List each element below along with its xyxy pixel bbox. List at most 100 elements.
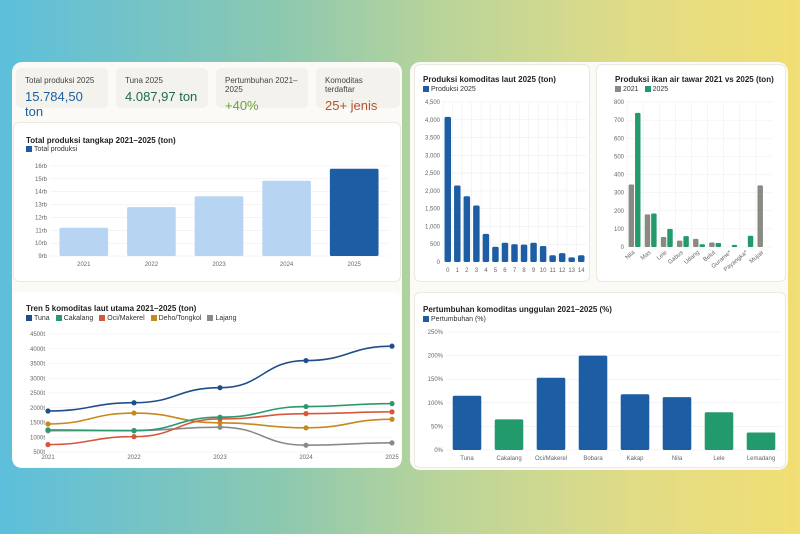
y-tick-label: 3,000 <box>425 153 441 159</box>
y-tick-label: 1000t <box>30 435 45 441</box>
y-tick-label: 12rb <box>35 215 48 221</box>
kpi-total: Total produksi 2025 15.784,50 ton <box>16 68 108 119</box>
y-tick-label: 2000t <box>30 406 45 412</box>
kpi-value: 25+ jenis <box>325 98 378 113</box>
legend: Total produksi <box>26 146 77 153</box>
y-tick-label: 2,500 <box>425 171 441 177</box>
y-tick-label: 4,500 <box>425 100 441 106</box>
kpi-value: 4.087,97 ton <box>125 89 198 104</box>
trend-card <box>13 292 401 467</box>
data-point <box>45 408 51 414</box>
bar <box>536 377 566 450</box>
legend: Pertumbuhan (%) <box>423 316 486 323</box>
x-tick-label: 2024 <box>299 455 313 461</box>
data-point <box>131 428 137 434</box>
bar <box>262 180 311 256</box>
y-tick-label: 100 <box>614 227 625 233</box>
y-tick-label: 500 <box>430 242 441 248</box>
y-tick-label: 4000t <box>30 347 45 353</box>
bar <box>492 246 499 262</box>
x-tick-label: 2025 <box>385 455 399 461</box>
kpi-label: Total produksi 2025 <box>25 76 95 85</box>
chart-title: Produksi komoditas laut 2025 (ton) <box>423 75 556 84</box>
x-tick-label: 13 <box>568 268 575 274</box>
freshwater-card <box>596 64 786 282</box>
bar <box>549 255 556 262</box>
x-tick-label: 12 <box>559 268 566 274</box>
kpi-label: Tuna 2025 <box>125 76 163 85</box>
kpi-tuna: Tuna 2025 4.087,97 ton <box>116 68 208 108</box>
data-point <box>131 410 137 416</box>
kpi-commodities: Komoditas terdaftar 25+ jenis <box>316 68 400 113</box>
x-tick-label: 0 <box>446 268 450 274</box>
x-tick-label: 2022 <box>127 455 141 461</box>
x-tick-label: Lemadang <box>747 456 775 462</box>
bar <box>731 244 738 247</box>
bar <box>628 184 635 247</box>
x-tick-label: Nila <box>672 456 683 462</box>
bar <box>194 196 244 256</box>
x-tick-label: Udang <box>683 250 700 266</box>
legend-item: Deho/Tongkol <box>150 315 201 322</box>
legend-item: Pertumbuhan (%) <box>423 316 486 323</box>
x-tick-label: Cakalang <box>496 456 521 462</box>
bar <box>635 112 641 247</box>
legend: Tuna Cakalang Oci/Makerel Deho/Tongkol Lajan… <box>26 315 236 322</box>
data-point <box>131 434 137 440</box>
y-tick-label: 13rb <box>35 203 48 209</box>
bar <box>699 244 705 247</box>
y-tick-label: 14rb <box>35 190 48 196</box>
data-point <box>217 420 223 426</box>
bar <box>501 242 509 262</box>
y-tick-label: 150% <box>428 377 444 383</box>
y-tick-label: 15rb <box>35 177 48 183</box>
x-tick-label: 5 <box>494 268 498 274</box>
data-point <box>45 421 51 427</box>
data-point <box>45 442 51 448</box>
y-tick-label: 4500t <box>30 332 45 338</box>
x-tick-label: 11 <box>550 268 557 274</box>
bar <box>329 168 379 256</box>
bar <box>651 213 657 247</box>
data-point <box>303 425 309 431</box>
y-tick-label: 0 <box>621 245 625 251</box>
y-tick-label: 250% <box>428 330 444 336</box>
y-tick-label: 2500t <box>30 391 45 397</box>
x-tick-label: Bobara <box>583 456 603 462</box>
data-point <box>389 440 395 446</box>
kpi-label: Pertumbuhan 2021–2025 <box>225 76 298 94</box>
bar <box>747 235 754 247</box>
x-tick-label: Lele <box>656 250 669 262</box>
bar <box>568 257 575 262</box>
x-tick-label: 3 <box>475 268 479 274</box>
x-tick-label: 8 <box>522 268 526 274</box>
x-tick-label: Gabus <box>667 250 684 266</box>
bar <box>693 238 699 247</box>
bar <box>715 243 722 247</box>
data-point <box>217 385 223 391</box>
y-tick-label: 1500t <box>30 421 45 427</box>
data-point <box>131 400 137 406</box>
data-point <box>389 409 395 415</box>
bar <box>662 397 692 450</box>
bar <box>494 419 524 450</box>
bar <box>511 244 518 262</box>
y-tick-label: 9rb <box>38 254 47 260</box>
bar <box>683 236 689 247</box>
bar <box>667 228 673 247</box>
data-point <box>389 343 395 349</box>
y-tick-label: 3500t <box>30 362 45 368</box>
bar <box>463 196 471 262</box>
y-tick-label: 1,500 <box>425 207 441 213</box>
x-tick-label: 2023 <box>212 262 226 268</box>
x-tick-label: Mujair <box>749 250 765 265</box>
data-point <box>303 442 309 448</box>
data-point <box>45 427 51 433</box>
bar <box>676 240 683 247</box>
data-point <box>389 401 395 407</box>
x-tick-label: Lele <box>713 456 725 462</box>
y-tick-label: 50% <box>431 424 444 430</box>
x-tick-label: 9 <box>532 268 536 274</box>
bar <box>482 233 490 262</box>
